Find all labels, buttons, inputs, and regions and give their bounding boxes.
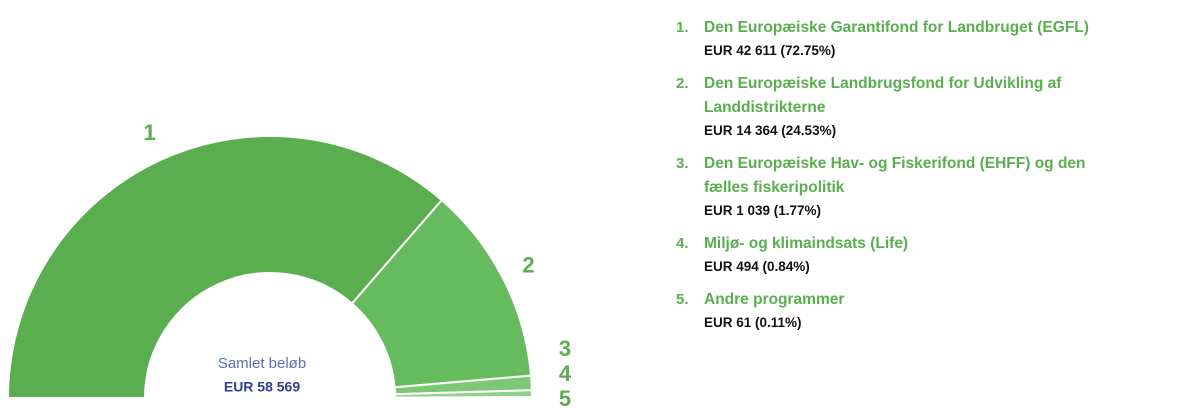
legend-key: 3. xyxy=(676,155,689,172)
legend-item: 3. Den Europæiske Hav- og Fiskerifond (EH… xyxy=(676,152,1186,222)
legend-name: Miljø- og klimaindsats (Life) xyxy=(704,235,909,252)
legend-value: EUR 14 364 (24.53%) xyxy=(704,123,837,138)
legend-item: 2. Den Europæiske Landbrugsfond for Udvik… xyxy=(676,72,1186,142)
legend-name: Andre programmer xyxy=(704,291,845,308)
legend-key: 5. xyxy=(676,291,689,308)
legend-body: Den Europæiske Landbrugsfond for Udvikli… xyxy=(704,72,1184,142)
slice xyxy=(6,135,444,399)
slice xyxy=(393,396,534,399)
slice-label: 4 xyxy=(559,361,572,386)
legend-body: Den Europæiske Garantifond for Landbruge… xyxy=(704,16,1089,62)
legend-name: Den Europæiske Hav- og Fiskerifond (EHFF… xyxy=(704,155,1086,196)
slice-label: 2 xyxy=(522,252,534,277)
legend-body: Andre programmer EUR 61 (0.11%) xyxy=(704,288,844,334)
slice-label: 1 xyxy=(144,120,156,145)
legend-item: 1. Den Europæiske Garantifond for Landbru… xyxy=(676,16,1186,62)
legend-key: 1. xyxy=(676,19,689,36)
legend-key: 2. xyxy=(676,75,689,92)
legend: 1. Den Europæiske Garantifond for Landbru… xyxy=(676,16,1186,344)
legend-key: 4. xyxy=(676,235,689,252)
slice-label: 3 xyxy=(559,336,571,361)
legend-value: EUR 494 (0.84%) xyxy=(704,259,810,274)
legend-value: EUR 61 (0.11%) xyxy=(704,315,802,330)
legend-value: EUR 42 611 (72.75%) xyxy=(704,43,836,58)
legend-item: 5. Andre programmer EUR 61 (0.11%) xyxy=(676,288,1186,334)
legend-name: Den Europæiske Landbrugsfond for Udvikli… xyxy=(704,75,1062,116)
chart: Samlet beløb EUR 58 569 1 2 345 xyxy=(6,120,572,408)
center-label: Samlet beløb xyxy=(218,355,306,372)
slice-label: 5 xyxy=(559,386,571,408)
legend-body: Miljø- og klimaindsats (Life) EUR 494 (0.… xyxy=(704,232,908,278)
legend-value: EUR 1 039 (1.77%) xyxy=(704,203,822,218)
total-label: EUR 58 569 xyxy=(224,379,300,395)
legend-item: 4. Miljø- og klimaindsats (Life) EUR 494 (… xyxy=(676,232,1186,278)
legend-body: Den Europæiske Hav- og Fiskerifond (EHFF… xyxy=(704,152,1089,222)
legend-name: Den Europæiske Garantifond for Landbruge… xyxy=(704,19,1089,36)
